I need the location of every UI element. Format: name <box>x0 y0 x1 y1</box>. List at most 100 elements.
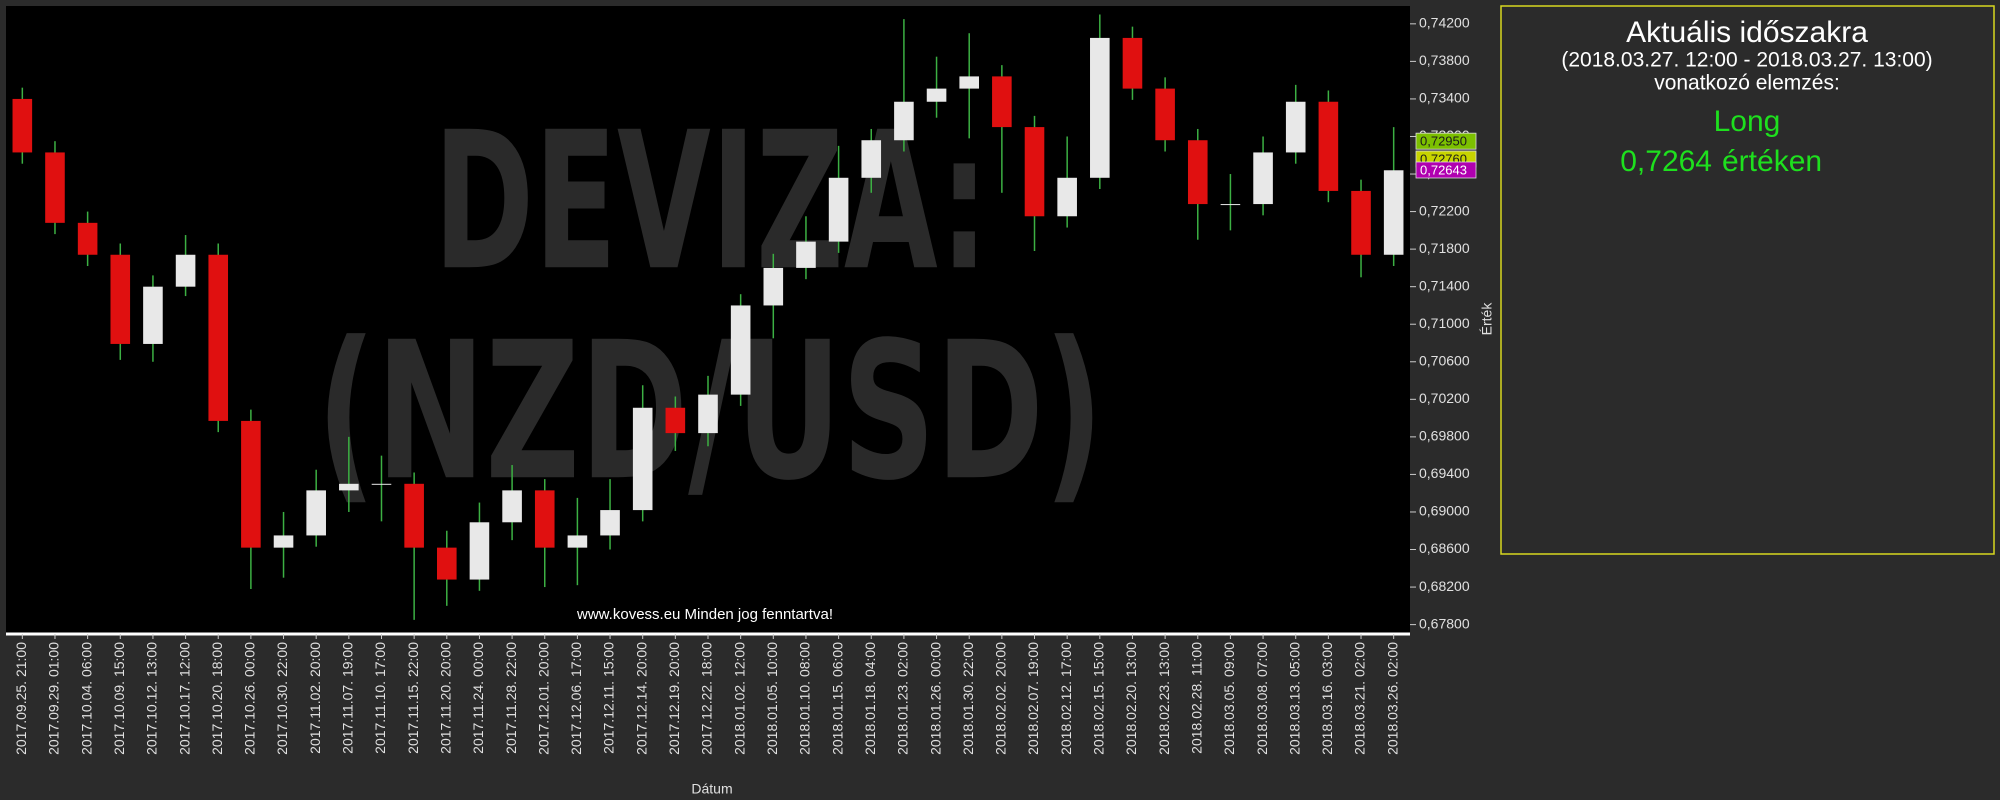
y-tick-label: 0,67800 <box>1419 615 1470 631</box>
candle-body <box>1024 127 1045 217</box>
y-tick-label: 0,74200 <box>1419 15 1470 31</box>
y-tick-label: 0,71800 <box>1419 240 1470 256</box>
y-tick-label: 0,71000 <box>1419 315 1470 331</box>
x-tick-label: 2018.03.21. 02:00 <box>1352 642 1368 755</box>
candle-body <box>861 140 882 178</box>
y-tick-label: 0,73800 <box>1419 52 1470 68</box>
candle-body <box>796 241 816 268</box>
x-tick-label: 2018.03.05. 09:00 <box>1221 642 1237 755</box>
candle-body <box>600 510 620 536</box>
panel-signal: Long <box>1714 105 1781 138</box>
y-tick-label: 0,71400 <box>1419 277 1470 293</box>
price-tag-label: 0,72643 <box>1420 162 1467 177</box>
x-tick-label: 2017.09.25. 21:00 <box>13 642 29 755</box>
candle-body <box>45 152 65 223</box>
candle-body <box>1122 37 1143 89</box>
candle-body <box>1090 37 1110 178</box>
x-tick-label: 2018.01.30. 22:00 <box>960 642 976 755</box>
candle-body <box>110 254 131 344</box>
x-tick-label: 2017.10.30. 22:00 <box>274 642 290 755</box>
x-tick-label: 2018.03.13. 05:00 <box>1286 642 1302 755</box>
candle-body <box>926 88 947 102</box>
x-tick-label: 2017.12.06. 17:00 <box>568 642 584 755</box>
x-tick-label: 2018.03.08. 07:00 <box>1254 642 1270 755</box>
candle-body <box>175 254 196 287</box>
panel-price: 0,7264 <box>1620 145 1712 178</box>
x-tick-label: 2018.01.26. 00:00 <box>927 642 943 755</box>
price-tag-label: 0,72950 <box>1420 134 1467 149</box>
x-tick-label: 2018.02.23. 13:00 <box>1156 642 1172 755</box>
x-tick-label: 2018.01.10. 08:00 <box>797 642 813 755</box>
x-tick-label: 2018.01.05. 10:00 <box>764 642 780 755</box>
x-tick-label: 2017.10.26. 00:00 <box>242 642 258 755</box>
candle-body <box>534 490 555 548</box>
price-tag <box>1415 132 1477 150</box>
y-axis-label: Érték <box>1479 302 1495 336</box>
candle-body <box>469 522 490 580</box>
candle-body <box>371 483 392 485</box>
x-tick-label: 2017.10.20. 18:00 <box>209 642 225 755</box>
candle-body <box>632 407 653 511</box>
panel-price-suffix: értéken <box>1722 145 1822 178</box>
y-tick-label: 0,69400 <box>1419 465 1470 481</box>
candle-body <box>1285 101 1306 153</box>
y-tick-label: 0,72200 <box>1419 202 1470 218</box>
candle-body <box>502 490 522 523</box>
candle-body <box>436 547 457 580</box>
x-tick-label: 2017.11.07. 19:00 <box>340 642 356 754</box>
x-tick-label: 2018.03.26. 02:00 <box>1384 642 1400 755</box>
candle-body <box>1155 88 1175 141</box>
x-tick-label: 2018.02.07. 19:00 <box>1025 642 1041 755</box>
candle-body <box>1220 204 1241 206</box>
x-tick-label: 2017.11.24. 00:00 <box>470 642 486 754</box>
candle-body <box>959 76 980 89</box>
x-tick-label: 2017.10.09. 15:00 <box>111 642 127 755</box>
panel-period: (2018.03.27. 12:00 - 2018.03.27. 13:00) <box>1561 49 1932 72</box>
analysis-panel <box>1500 5 1995 555</box>
candle-body <box>992 76 1012 128</box>
x-tick-label: 2017.12.01. 20:00 <box>535 642 551 755</box>
y-tick-label: 0,68200 <box>1419 578 1470 594</box>
candle-body <box>273 535 294 548</box>
x-tick-label: 2017.11.02. 20:00 <box>307 642 323 754</box>
y-tick-label: 0,70600 <box>1419 352 1470 368</box>
x-tick-label: 2017.11.28. 22:00 <box>503 642 519 754</box>
x-tick-label: 2018.01.23. 02:00 <box>895 642 911 755</box>
x-tick-label: 2017.11.20. 20:00 <box>437 642 453 754</box>
candle-body <box>763 267 784 306</box>
candle-body <box>208 254 229 421</box>
candle-body <box>1253 152 1273 205</box>
x-tick-label: 2017.12.19. 20:00 <box>666 642 682 755</box>
x-tick-label: 2017.10.12. 13:00 <box>144 642 160 755</box>
x-tick-label: 2018.03.16. 03:00 <box>1319 642 1335 755</box>
x-tick-label: 2018.02.15. 15:00 <box>1091 642 1107 755</box>
x-tick-label: 2017.10.17. 12:00 <box>176 642 192 755</box>
x-tick-label: 2018.01.18. 04:00 <box>862 642 878 755</box>
candle-body <box>894 101 914 141</box>
candle-body <box>828 177 849 242</box>
candle-body <box>1383 170 1404 255</box>
x-tick-label: 2018.02.02. 20:00 <box>993 642 1009 755</box>
plot-area <box>6 6 1410 634</box>
panel-title: Aktuális időszakra <box>1626 16 1868 49</box>
footer: www.kovess.eu Minden jog fenntartva! <box>576 606 833 623</box>
candle-body <box>339 483 359 491</box>
candle-body <box>306 490 326 536</box>
candle-body <box>1057 177 1077 217</box>
candle-body <box>1318 101 1339 191</box>
x-tick-label: 2018.01.15. 06:00 <box>829 642 845 755</box>
x-tick-label: 2018.02.12. 17:00 <box>1058 642 1074 755</box>
candle-body <box>730 305 751 395</box>
y-tick-label: 0,68600 <box>1419 540 1470 556</box>
x-tick-label: 2018.02.28. 11:00 <box>1188 642 1204 754</box>
x-tick-label: 2017.12.22. 18:00 <box>699 642 715 755</box>
candle-body <box>698 394 718 434</box>
x-tick-label: 2017.09.29. 01:00 <box>46 642 62 755</box>
x-tick-label: 2017.10.04. 06:00 <box>78 642 94 755</box>
x-tick-label: 2017.12.11. 15:00 <box>601 642 617 754</box>
candle-body <box>404 483 424 548</box>
x-tick-label: 2017.12.14. 20:00 <box>633 642 649 755</box>
candle-body <box>1187 140 1208 205</box>
x-tick-label: 2018.01.02. 12:00 <box>731 642 747 755</box>
